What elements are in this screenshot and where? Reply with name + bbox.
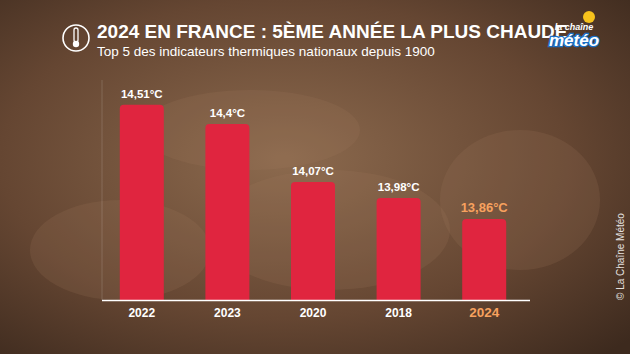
y-axis-line: [102, 80, 103, 300]
icon-bulb: [73, 41, 79, 47]
data-label: 13,98°C: [378, 181, 420, 193]
x-tick-label: 2023: [214, 306, 241, 320]
icon-thermometer: [74, 28, 78, 42]
subtitle: Top 5 des indicateurs thermiques nationa…: [97, 44, 435, 59]
data-label: 13,86°C: [461, 200, 509, 215]
chart-container: 2024 EN FRANCE : 5ÈME ANNÉE LA PLUS CHAU…: [0, 0, 630, 354]
bar: [120, 105, 164, 300]
logo: la chaînemétéo: [549, 11, 599, 50]
credit: © La Chaîne Météo: [615, 213, 626, 300]
data-label: 14,07°C: [292, 165, 334, 177]
background-shape: [140, 90, 360, 170]
icon-circle: [63, 25, 89, 51]
x-axis-line: [102, 300, 530, 302]
logo-text: météo: [549, 31, 599, 50]
x-tick-label: 2018: [385, 306, 412, 320]
x-tick-label: 2024: [469, 305, 500, 320]
title-icon: [63, 25, 89, 51]
bar: [291, 182, 335, 300]
x-tick-label: 2022: [128, 306, 155, 320]
title: 2024 EN FRANCE : 5ÈME ANNÉE LA PLUS CHAU…: [97, 21, 568, 42]
chart-svg: 2024 EN FRANCE : 5ÈME ANNÉE LA PLUS CHAU…: [0, 0, 630, 354]
data-label: 14,4°C: [210, 107, 245, 119]
x-tick-label: 2020: [300, 306, 327, 320]
bars: [120, 105, 506, 300]
data-label: 14,51°C: [121, 88, 163, 100]
bar: [377, 198, 421, 300]
bar: [462, 219, 506, 300]
bar: [205, 124, 249, 300]
background: [0, 0, 630, 354]
